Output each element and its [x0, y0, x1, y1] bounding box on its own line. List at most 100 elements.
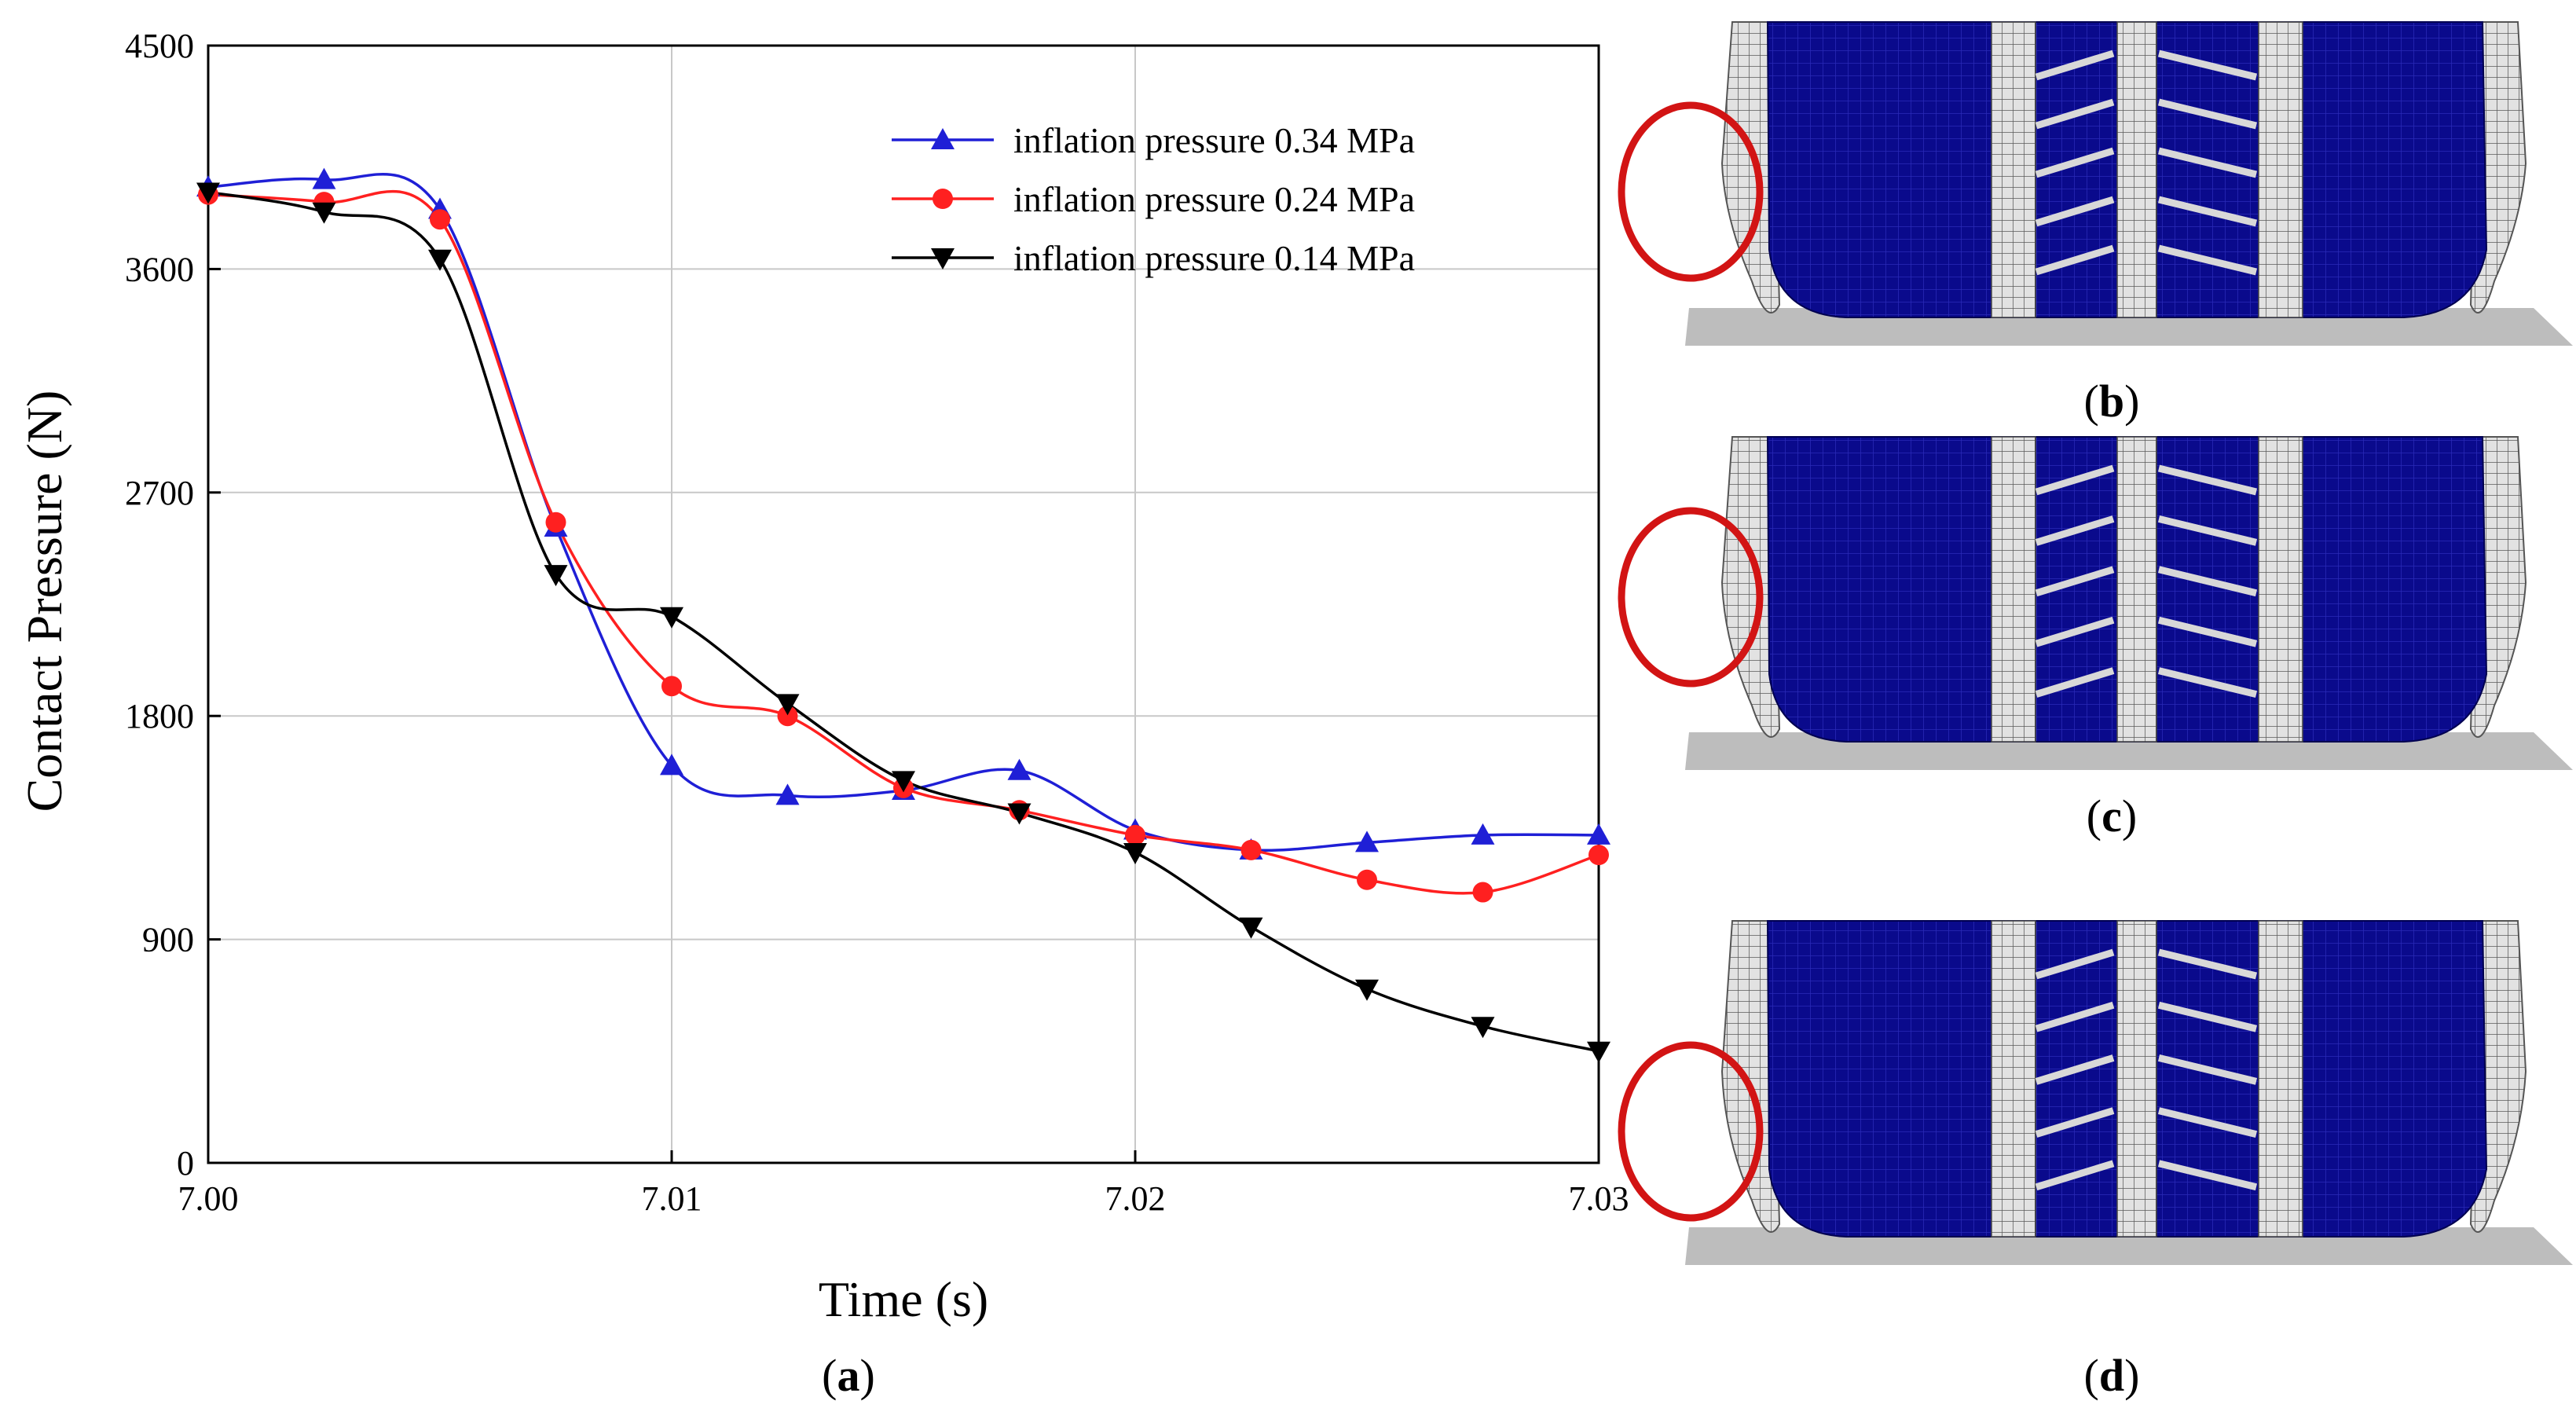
tread-sipe	[2157, 147, 2258, 178]
data-point-series-2	[777, 706, 798, 727]
tire-image-b	[1618, 21, 2573, 346]
legend-marker	[933, 189, 953, 209]
data-point-series-3	[892, 771, 915, 793]
tread-sipe	[2157, 1107, 2258, 1138]
y-tick-label: 0	[177, 1144, 194, 1182]
data-point-series-1	[1007, 758, 1031, 780]
plot-frame	[207, 44, 1600, 1164]
y-axis-title: Contact Pressure (N)	[16, 390, 72, 812]
tread-sipe	[2157, 244, 2258, 276]
data-point-series-2	[1472, 882, 1493, 903]
data-point-series-3	[312, 202, 336, 224]
tread-sipe	[2157, 50, 2258, 81]
tread-sipe	[2035, 1107, 2115, 1138]
legend-label: inflation pressure 0.14 MPa	[1013, 238, 1415, 278]
tread-sipe	[2157, 98, 2258, 130]
tread-sipe	[2035, 464, 2115, 496]
groove-band	[2116, 21, 2157, 318]
groove-band	[2116, 436, 2157, 742]
data-point-series-3	[1355, 979, 1379, 1001]
tread-sipe	[2035, 1054, 2115, 1085]
data-point-series-1	[660, 754, 683, 776]
tread-sipe	[2035, 566, 2115, 597]
series-lines	[207, 173, 1599, 1053]
series-markers	[196, 167, 1610, 1063]
tread-sipe	[2157, 566, 2258, 597]
tread-sipe	[2157, 1001, 2258, 1032]
data-point-series-2	[545, 512, 566, 533]
highlight-circle	[1618, 101, 1764, 282]
data-point-series-3	[428, 249, 452, 271]
panel-label-b: (b)	[2084, 376, 2140, 427]
tread-sipe	[2157, 515, 2258, 546]
data-point-series-1	[1587, 823, 1610, 845]
data-point-series-2	[1240, 839, 1262, 860]
tread-sipe	[2035, 1001, 2115, 1032]
tread-sipe	[2035, 616, 2115, 647]
tread-sipe	[2035, 147, 2115, 178]
data-point-series-3	[196, 182, 220, 204]
left-sidewall	[1720, 920, 1781, 1233]
tread-sipe	[2157, 196, 2258, 227]
tread-sipe	[2157, 948, 2258, 980]
data-point-series-3	[1471, 1017, 1495, 1039]
y-tick-label: 3600	[125, 250, 194, 288]
groove-band	[1991, 920, 2036, 1238]
left-sidewall	[1720, 21, 1781, 314]
data-point-series-3	[1239, 917, 1263, 939]
chart-legend: inflation pressure 0.34 MPa inflation pre…	[892, 120, 1415, 278]
tread-sipe	[2157, 464, 2258, 496]
data-point-series-3	[1587, 1041, 1610, 1063]
tread-sipe	[2157, 1054, 2258, 1085]
tire-image-c	[1618, 436, 2573, 770]
data-point-series-2	[1357, 869, 1377, 890]
x-tick-label: 7.00	[178, 1179, 239, 1218]
data-point-series-3	[1007, 803, 1031, 825]
data-point-series-1	[775, 783, 800, 805]
groove-band	[1991, 436, 2036, 742]
legend-marker	[931, 128, 955, 149]
data-point-series-1	[1471, 823, 1495, 845]
tread-sipe	[2035, 1160, 2115, 1191]
data-point-series-2	[661, 676, 682, 697]
groove-band	[2116, 920, 2157, 1238]
legend-label: inflation pressure 0.24 MPa	[1013, 179, 1415, 219]
panel-label-d: (d)	[2084, 1350, 2140, 1401]
tread-sipe	[2035, 50, 2115, 81]
tread-sipe	[2035, 98, 2115, 130]
data-point-series-1	[1355, 830, 1379, 852]
y-tick-label: 1800	[125, 697, 194, 735]
series-line-3	[207, 190, 1599, 1053]
groove-band	[2258, 920, 2303, 1238]
legend-marker	[931, 248, 955, 270]
y-tick-label: 2700	[125, 474, 194, 512]
tire-image-d	[1618, 920, 2573, 1265]
tread-sipe	[2035, 948, 2115, 980]
groove-band	[2258, 436, 2303, 742]
tread-sipe	[2157, 616, 2258, 647]
data-point-series-3	[775, 694, 800, 716]
x-tick-label: 7.03	[1569, 1179, 1629, 1218]
highlight-circle	[1618, 507, 1764, 688]
tire-images	[1618, 21, 2573, 1265]
tread-sipe	[2157, 667, 2258, 698]
tread-sipe	[2035, 515, 2115, 546]
panel-label-c: (c)	[2087, 790, 2137, 842]
y-tick-label: 4500	[125, 27, 194, 65]
y-tick-label: 900	[142, 921, 194, 959]
groove-band	[2258, 21, 2303, 318]
data-point-series-3	[544, 565, 568, 587]
data-point-series-3	[1123, 843, 1147, 864]
contact-pressure-chart: 7.00 7.01 7.02 7.03 0 900 1800 2700 3600 4500 inf…	[16, 27, 1629, 1327]
x-tick-label: 7.02	[1105, 1179, 1166, 1218]
groove-band	[1991, 21, 2036, 318]
tread-sipe	[2035, 667, 2115, 698]
tread-sipe	[2035, 196, 2115, 227]
data-point-series-2	[430, 209, 450, 230]
tread-sipe	[2157, 1160, 2258, 1191]
legend-label: inflation pressure 0.34 MPa	[1013, 120, 1415, 160]
data-point-series-2	[1588, 845, 1609, 866]
panel-label-a: (a)	[822, 1350, 875, 1401]
x-axis-title: Time (s)	[819, 1271, 988, 1327]
